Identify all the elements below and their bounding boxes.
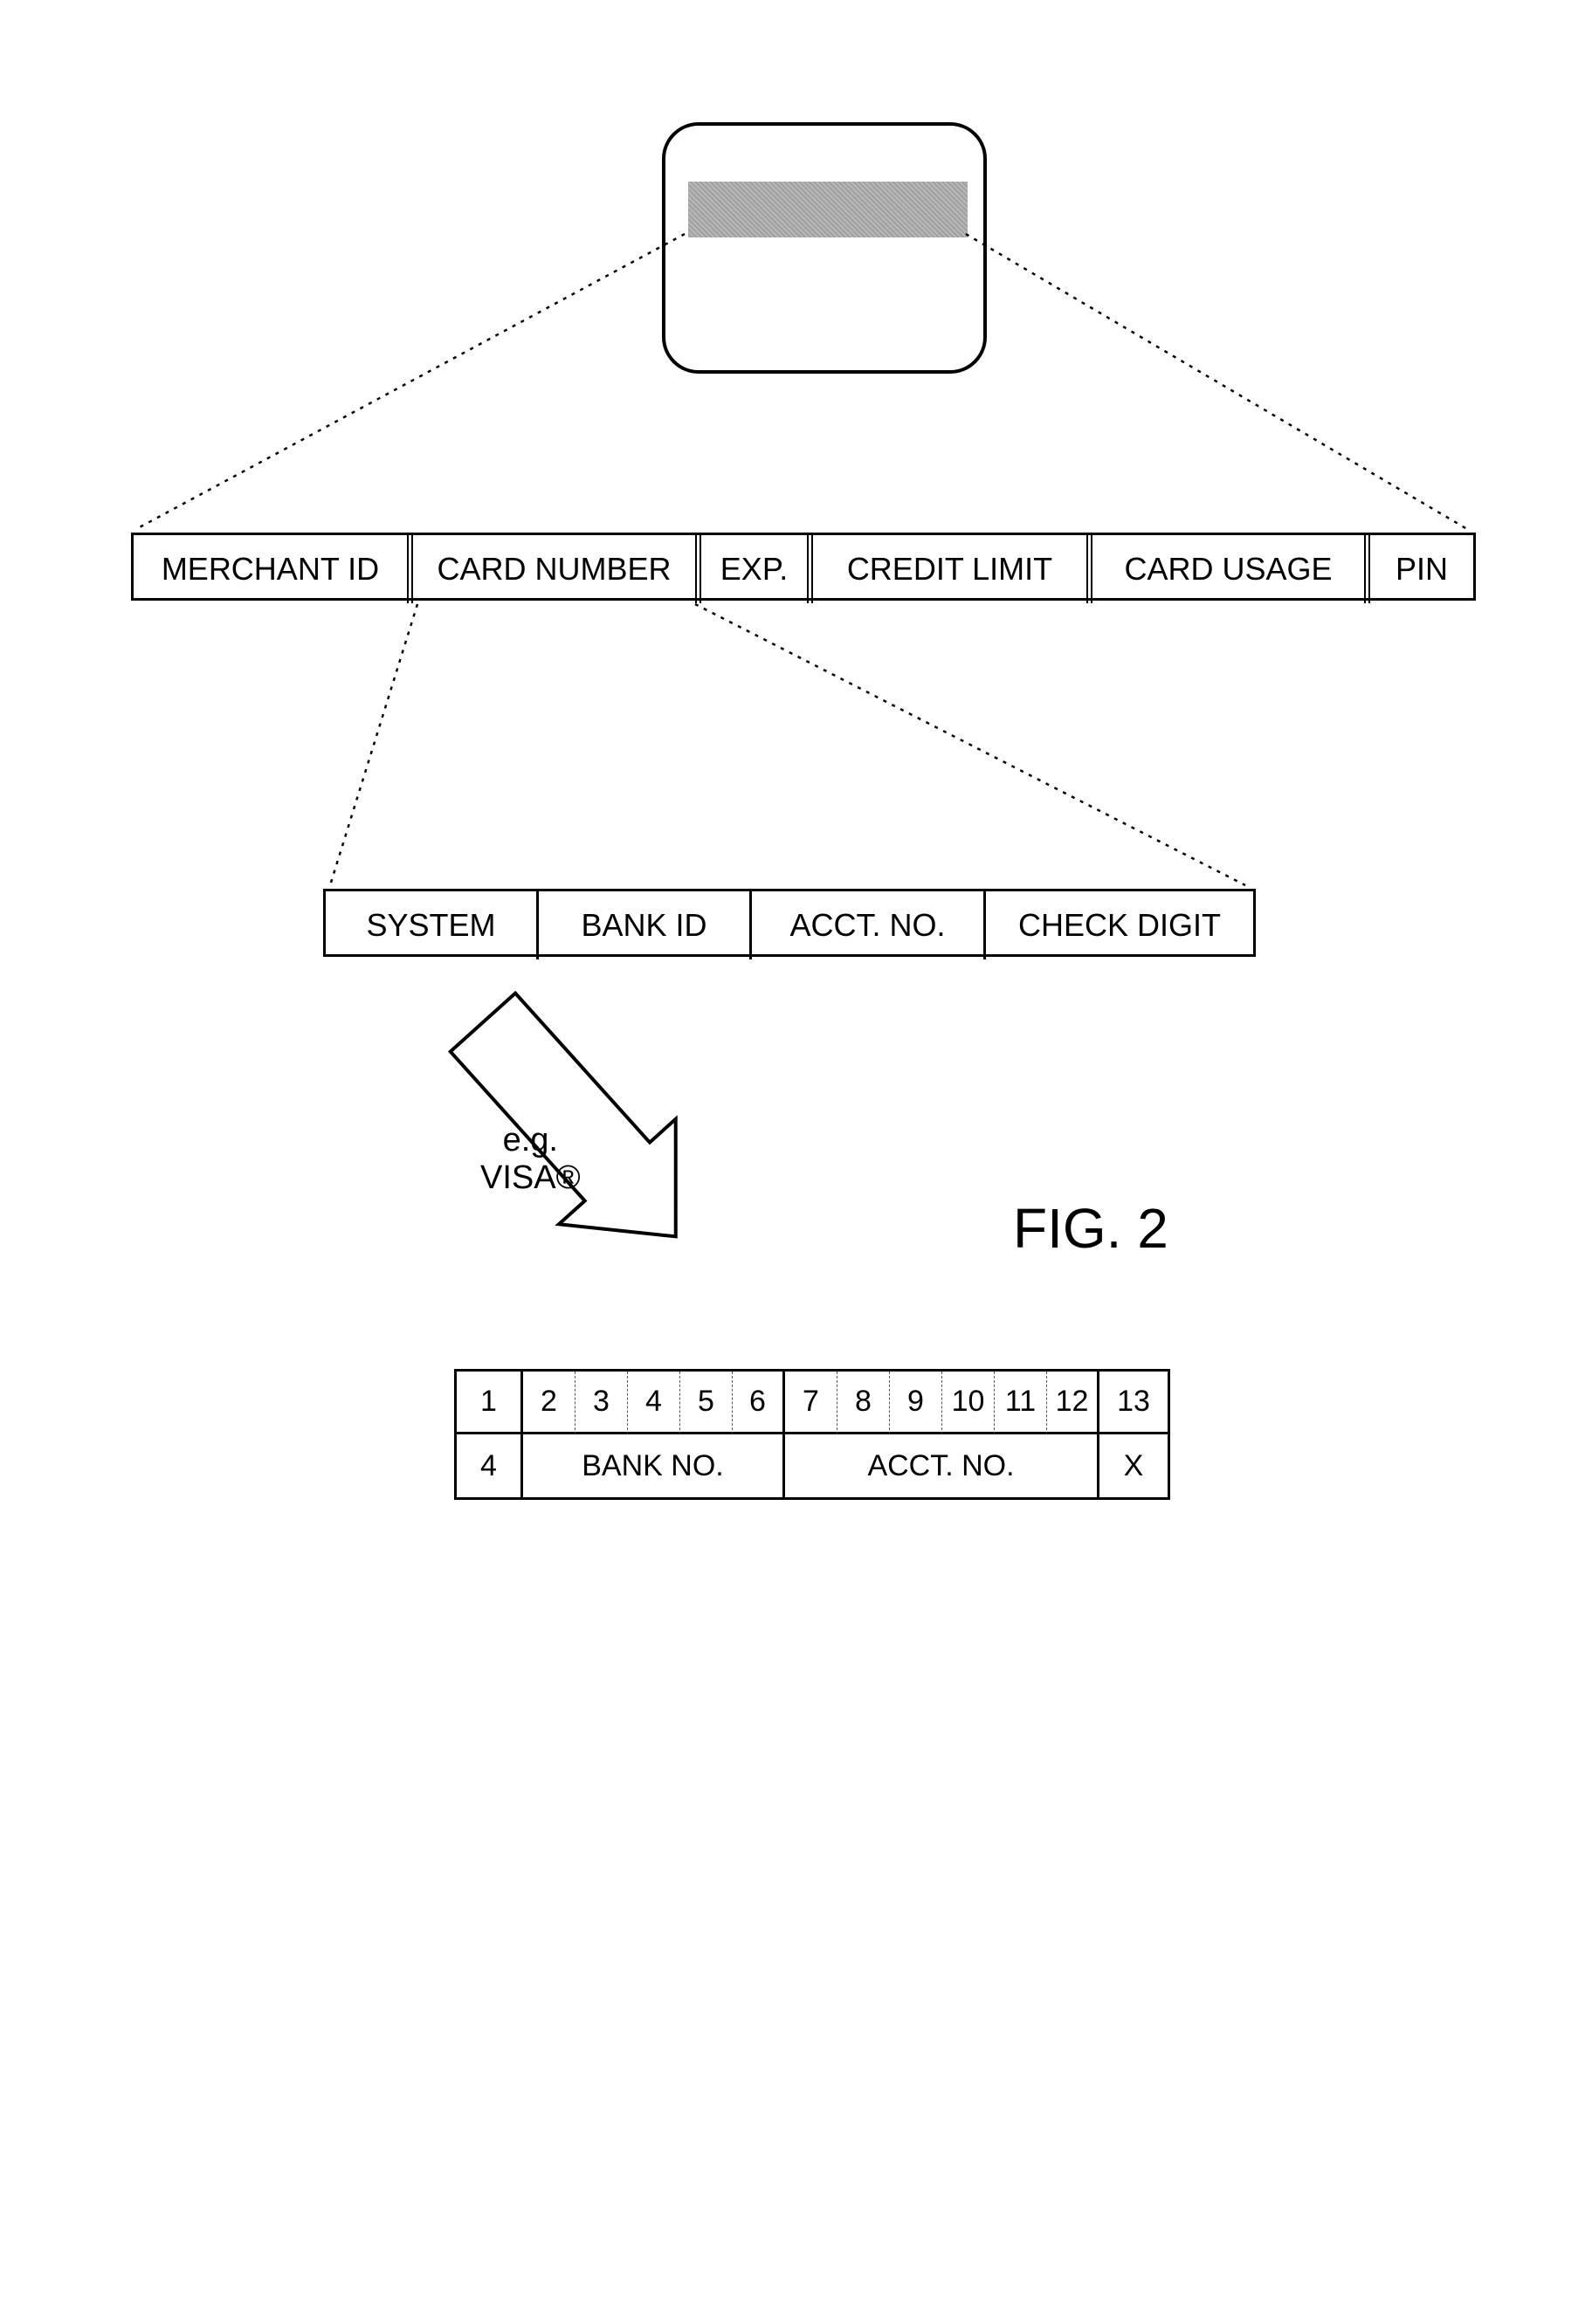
track-fields-row-cell-0: MERCHANT ID (134, 535, 413, 603)
track-fields-row: MERCHANT IDCARD NUMBEREXP.CREDIT LIMITCA… (131, 533, 1476, 601)
track-fields-row-cell-1: CARD NUMBER (413, 535, 701, 603)
track-fields-row-cell-3: CREDIT LIMIT (813, 535, 1092, 603)
track-fields-row-cell-5: PIN (1370, 535, 1473, 603)
digit-table-body-row: 4BANK NO.ACCT. NO.X (457, 1434, 1168, 1497)
example-label-line2: VISA® (480, 1159, 581, 1197)
digit-position-table: 123456789101112134BANK NO.ACCT. NO.X (454, 1369, 1170, 1500)
digit-table-header-row: 12345678910111213 (457, 1372, 1168, 1434)
digit-header-8: 8 (837, 1372, 890, 1434)
digit-header-9: 9 (890, 1372, 942, 1434)
digit-header-5: 5 (680, 1372, 733, 1434)
digit-body-1: BANK NO. (523, 1434, 785, 1497)
figure-label: FIG. 2 (1013, 1196, 1168, 1261)
card-number-breakdown-row-cell-0: SYSTEM (326, 891, 539, 959)
example-label: e.g.VISA® (480, 1122, 581, 1197)
digit-header-10: 10 (942, 1372, 995, 1434)
digit-header-7: 7 (785, 1372, 837, 1434)
digit-header-2: 2 (523, 1372, 575, 1434)
card-number-breakdown-row-cell-2: ACCT. NO. (752, 891, 986, 959)
card-number-breakdown-row-cell-3: CHECK DIGIT (986, 891, 1253, 959)
digit-body-2: ACCT. NO. (785, 1434, 1099, 1497)
digit-header-1: 1 (457, 1372, 523, 1434)
track-fields-row-cell-4: CARD USAGE (1092, 535, 1370, 603)
digit-header-6: 6 (733, 1372, 785, 1434)
digit-header-11: 11 (995, 1372, 1047, 1434)
digit-header-13: 13 (1099, 1372, 1168, 1434)
digit-body-0: 4 (457, 1434, 523, 1497)
magstripe (688, 182, 968, 237)
card-number-breakdown-row-cell-1: BANK ID (539, 891, 752, 959)
digit-header-12: 12 (1047, 1372, 1099, 1434)
digit-header-4: 4 (628, 1372, 680, 1434)
digit-header-3: 3 (575, 1372, 628, 1434)
track-fields-row-cell-2: EXP. (701, 535, 813, 603)
card-number-breakdown-row: SYSTEMBANK IDACCT. NO.CHECK DIGIT (323, 889, 1256, 957)
example-label-line1: e.g. (480, 1122, 581, 1159)
digit-body-3: X (1099, 1434, 1168, 1497)
credit-card (662, 122, 987, 374)
